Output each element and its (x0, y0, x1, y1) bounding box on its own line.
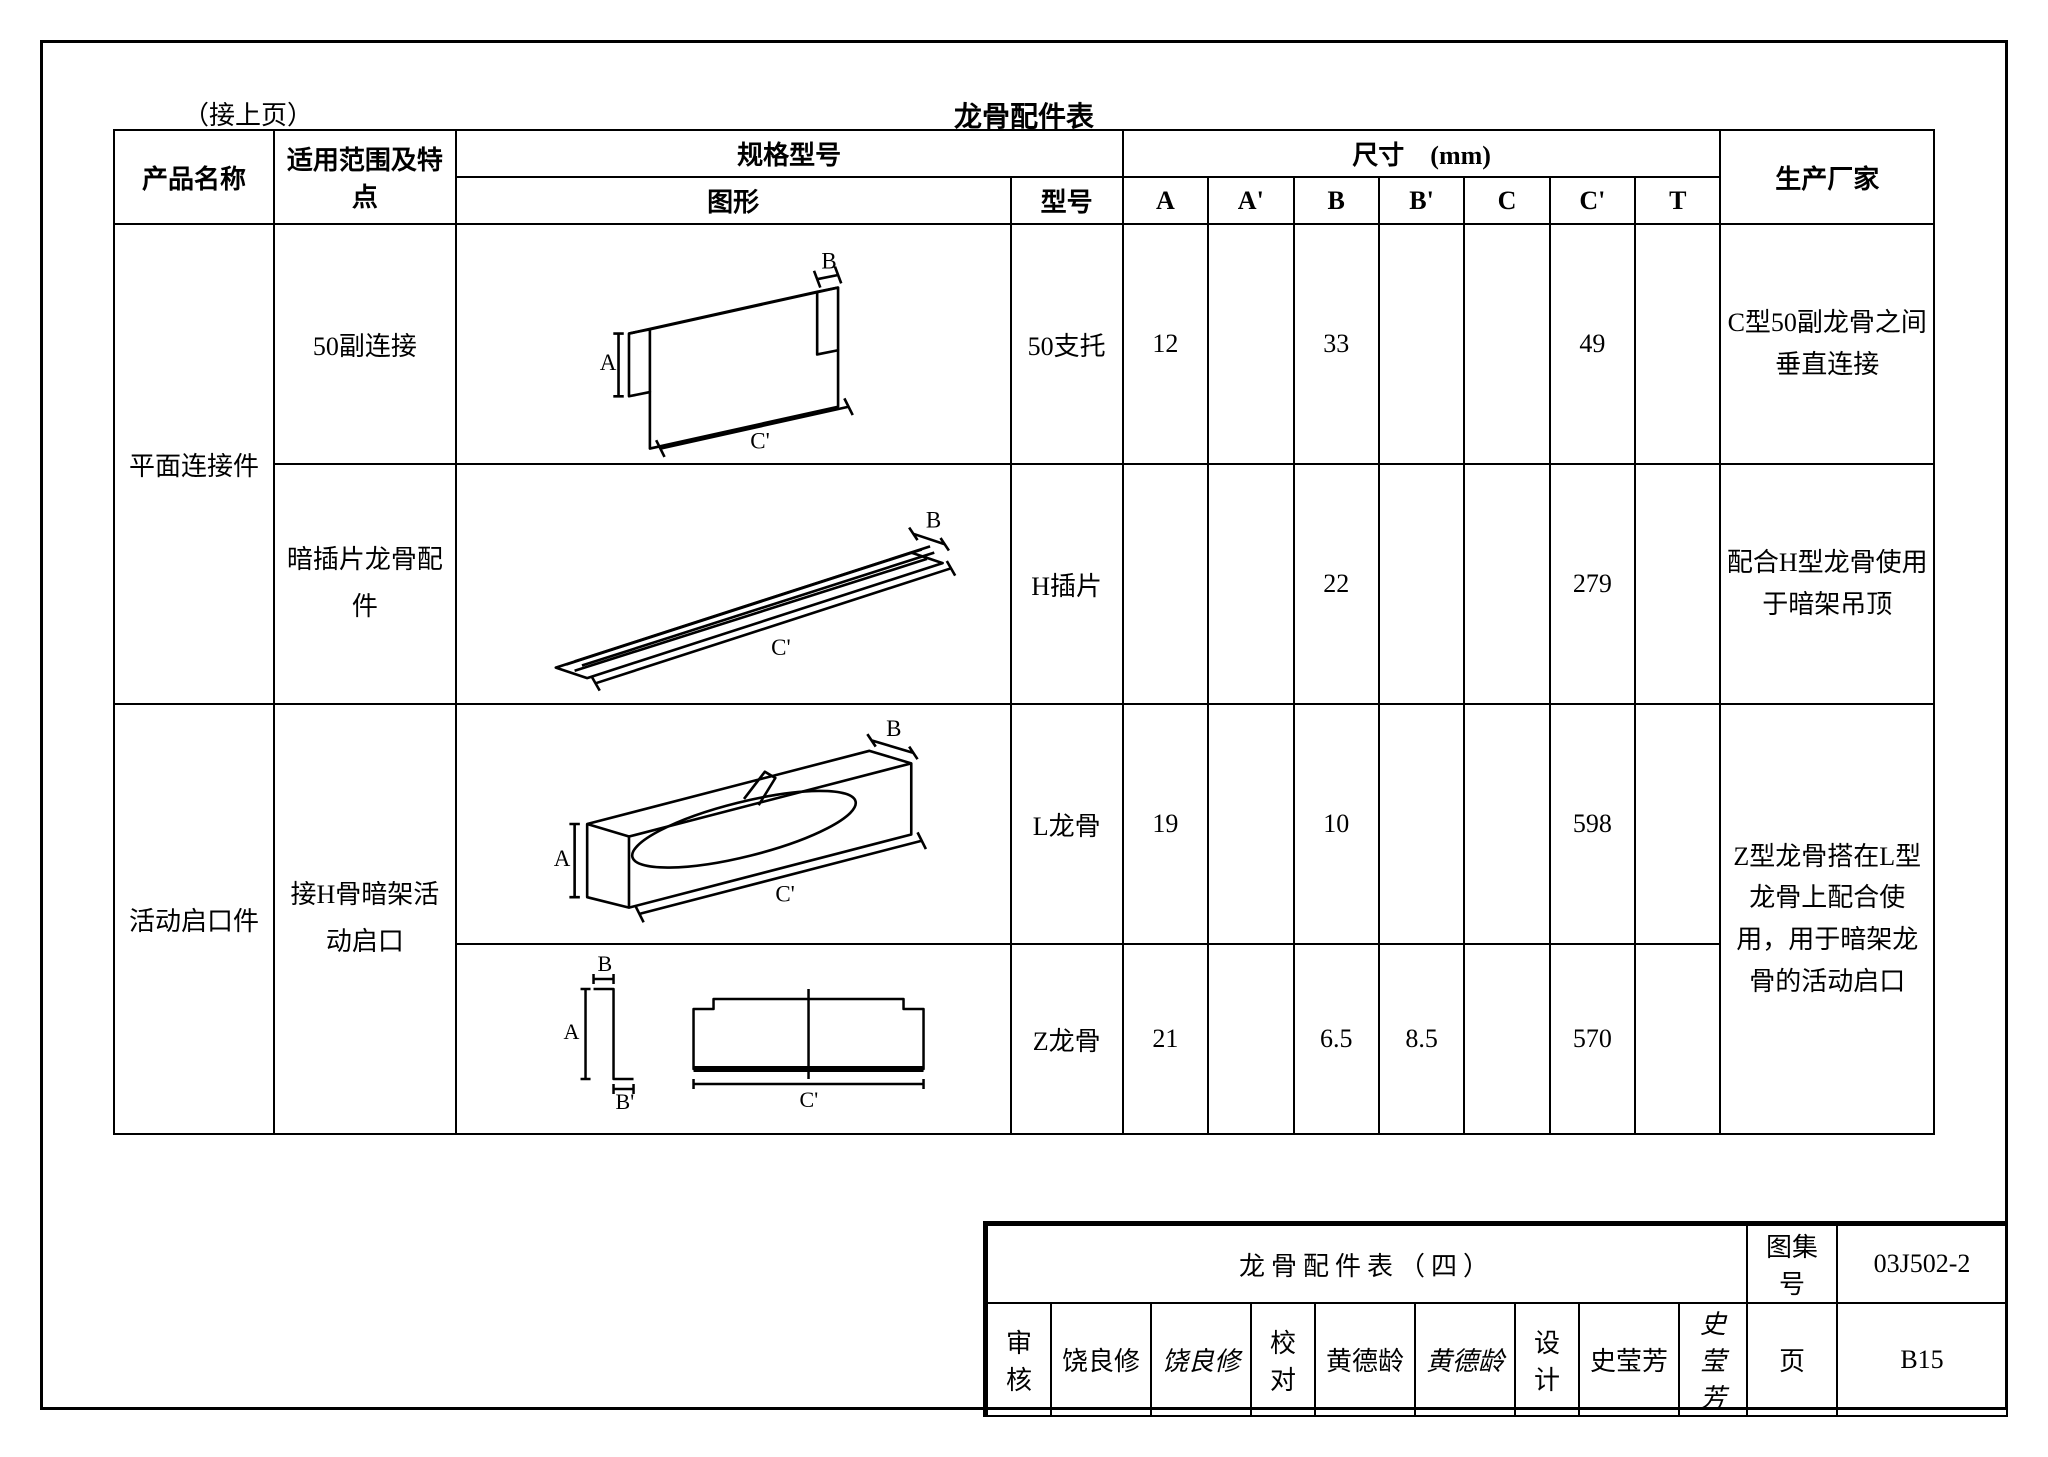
th-figure: 图形 (456, 177, 1011, 224)
svg-text:B: B (821, 249, 836, 274)
figure-cell: A B B' C' (456, 944, 1011, 1134)
svg-text:B: B (925, 508, 940, 533)
figure-cell: B C' (456, 464, 1011, 704)
th-B: B (1294, 177, 1379, 224)
tb-design-label: 设计 (1515, 1303, 1579, 1416)
cell-A2 (1208, 464, 1293, 704)
cell-A2 (1208, 704, 1293, 944)
cell-C (1464, 224, 1549, 464)
cell-C2: 570 (1550, 944, 1635, 1134)
figure-cell: A B C' (456, 224, 1011, 464)
cell-C (1464, 944, 1549, 1134)
drawing-frame: （接上页） 龙骨配件表 产品名称 适用范围及特点 规格型号 尺寸 (mm) 生产… (40, 40, 2008, 1410)
cell-B2: 8.5 (1379, 944, 1464, 1134)
table-row: 平面连接件 50副连接 (114, 224, 1934, 464)
cell-C (1464, 464, 1549, 704)
cell-C2: 598 (1550, 704, 1635, 944)
cell-model: H插片 (1011, 464, 1123, 704)
tb-audit-sign: 饶良修 (1151, 1303, 1251, 1416)
tb-design-sign: 史莹芳 (1679, 1303, 1747, 1416)
cell-A (1123, 464, 1208, 704)
cell-C2: 279 (1550, 464, 1635, 704)
cell-maker: 配合H型龙骨使用于暗架吊顶 (1720, 464, 1934, 704)
th-spec: 规格型号 (456, 130, 1123, 177)
tb-page-value: B15 (1837, 1303, 2007, 1416)
cell-scope: 50副连接 (274, 224, 455, 464)
tb-audit-name: 饶良修 (1051, 1303, 1151, 1416)
th-product: 产品名称 (114, 130, 274, 224)
th-T: T (1635, 177, 1720, 224)
cell-T (1635, 464, 1720, 704)
cell-product: 平面连接件 (114, 224, 274, 704)
tb-check-name: 黄德龄 (1315, 1303, 1415, 1416)
th-dims: 尺寸 (mm) (1123, 130, 1721, 177)
svg-text:B: B (597, 951, 612, 976)
table-row: 暗插片龙骨配件 B C' (114, 464, 1934, 704)
title-block: 龙骨配件表（四） 图集号 03J502-2 审核 饶良修 饶良修 校对 黄德龄 … (983, 1221, 2008, 1417)
svg-text:A: A (563, 1019, 579, 1044)
tb-code-label: 图集号 (1747, 1225, 1837, 1303)
th-C2: C' (1550, 177, 1635, 224)
th-scope: 适用范围及特点 (274, 130, 455, 224)
cell-B2 (1379, 704, 1464, 944)
tb-check-label: 校对 (1251, 1303, 1315, 1416)
cell-B: 10 (1294, 704, 1379, 944)
cell-A: 12 (1123, 224, 1208, 464)
svg-text:C': C' (771, 635, 791, 660)
svg-text:C': C' (750, 429, 770, 454)
figure-z-keel: A B B' C' (461, 949, 1006, 1129)
sheet-title: 龙骨配件表 (954, 95, 1094, 135)
tb-page-label: 页 (1747, 1303, 1837, 1416)
tb-main-title: 龙骨配件表（四） (987, 1225, 1747, 1303)
cell-B: 33 (1294, 224, 1379, 464)
figure-l-keel: A B C' (461, 709, 1006, 939)
cell-B2 (1379, 224, 1464, 464)
th-A: A (1123, 177, 1208, 224)
parts-table: 产品名称 适用范围及特点 规格型号 尺寸 (mm) 生产厂家 图形 型号 A A… (113, 129, 1935, 1135)
svg-text:A: A (553, 846, 570, 871)
th-maker: 生产厂家 (1720, 130, 1934, 224)
tb-audit-label: 审核 (987, 1303, 1051, 1416)
cell-A2 (1208, 224, 1293, 464)
cell-A: 19 (1123, 704, 1208, 944)
th-B2: B' (1379, 177, 1464, 224)
tb-design-name: 史莹芳 (1579, 1303, 1679, 1416)
svg-text:B': B' (615, 1089, 634, 1114)
cell-model: L龙骨 (1011, 704, 1123, 944)
cell-scope: 暗插片龙骨配件 (274, 464, 455, 704)
cell-A: 21 (1123, 944, 1208, 1134)
th-A2: A' (1208, 177, 1293, 224)
cell-model: 50支托 (1011, 224, 1123, 464)
figure-h-insert: B C' (461, 469, 1006, 699)
cell-T (1635, 944, 1720, 1134)
tb-code-value: 03J502-2 (1837, 1225, 2007, 1303)
figure-50-bracket: A B C' (461, 229, 1006, 459)
svg-text:A: A (599, 350, 616, 375)
th-model: 型号 (1011, 177, 1123, 224)
th-C: C (1464, 177, 1549, 224)
svg-text:C': C' (775, 881, 795, 906)
continued-label: （接上页） (183, 95, 313, 132)
table-row: 活动启口件 接H骨暗架活动启口 (114, 704, 1934, 944)
cell-A2 (1208, 944, 1293, 1134)
cell-T (1635, 224, 1720, 464)
figure-cell: A B C' (456, 704, 1011, 944)
cell-maker: C型50副龙骨之间垂直连接 (1720, 224, 1934, 464)
cell-maker: Z型龙骨搭在L型龙骨上配合使用，用于暗架龙骨的活动启口 (1720, 704, 1934, 1134)
cell-C (1464, 704, 1549, 944)
tb-check-sign: 黄德龄 (1415, 1303, 1515, 1416)
cell-B: 22 (1294, 464, 1379, 704)
cell-B2 (1379, 464, 1464, 704)
svg-text:B: B (886, 716, 901, 741)
cell-model: Z龙骨 (1011, 944, 1123, 1134)
cell-B: 6.5 (1294, 944, 1379, 1134)
cell-T (1635, 704, 1720, 944)
cell-C2: 49 (1550, 224, 1635, 464)
cell-scope: 接H骨暗架活动启口 (274, 704, 455, 1134)
svg-text:C': C' (799, 1087, 818, 1112)
cell-product: 活动启口件 (114, 704, 274, 1134)
